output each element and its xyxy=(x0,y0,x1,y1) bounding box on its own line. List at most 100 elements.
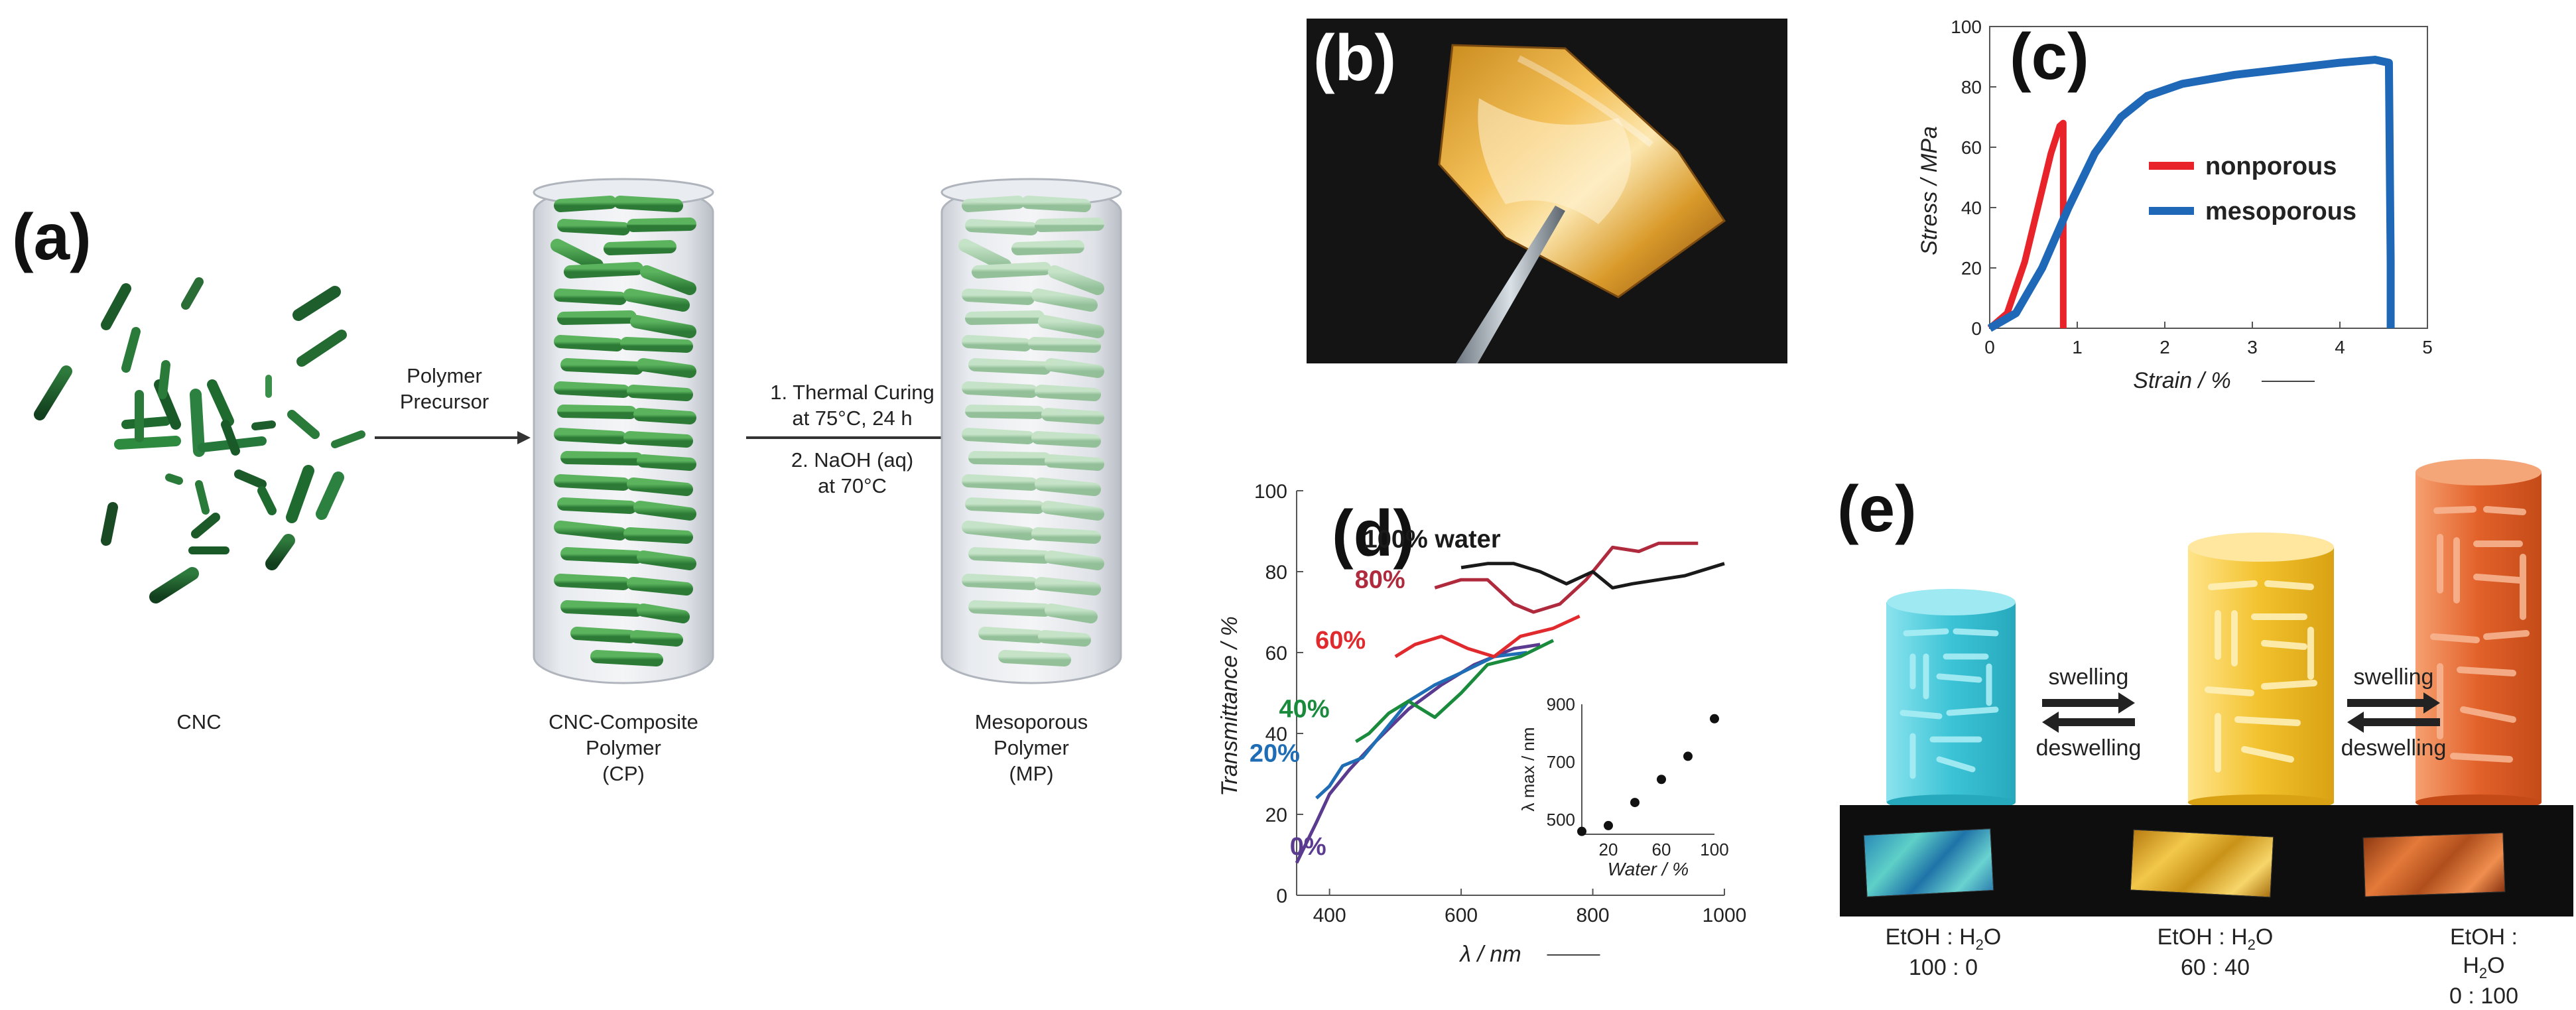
mp-label: Mesoporous Polymer (MP) xyxy=(975,710,1088,787)
y-axis-label: Stress / MPa xyxy=(1917,126,1942,255)
y-tick-label: 0 xyxy=(1971,318,1982,339)
series-line-40% xyxy=(1354,639,1555,743)
panel-label-c: (c) xyxy=(2010,20,2089,93)
series-line-60% xyxy=(1394,614,1580,659)
x-tick-label: 600 xyxy=(1445,905,1478,926)
step2-line1: 2. NaOH (aq) xyxy=(791,448,914,472)
panel-label-b: (b) xyxy=(1313,21,1397,94)
step1-line1: 1. Thermal Curing xyxy=(770,381,934,404)
film-photo xyxy=(1307,19,1787,363)
inset-y-tick-label: 700 xyxy=(1547,752,1575,772)
series-line-0% xyxy=(1295,643,1541,864)
inset-point xyxy=(1604,820,1613,830)
step1-label: 1. Thermal Curing at 75°C, 24 h xyxy=(770,380,934,432)
x-tick-label: 2 xyxy=(2159,337,2170,357)
series-line-20% xyxy=(1315,651,1527,800)
cp-line3: (CP) xyxy=(602,761,645,785)
series-line-100% water xyxy=(1460,562,1725,590)
ratio-label-3: EtOH : H2O 0 : 100 xyxy=(2438,923,2530,1010)
ratio-label-1: EtOH : H2O 100 : 0 xyxy=(1886,923,2002,982)
inset-x-label: Water / % xyxy=(1608,859,1689,879)
x-axis-label: Strain / % xyxy=(2133,368,2230,393)
x-tick-label: 800 xyxy=(1577,905,1610,926)
series-label-20%: 20% xyxy=(1250,740,1300,768)
cylinder-orange xyxy=(2415,459,2542,809)
film-photo-strip xyxy=(1840,805,2573,916)
ratio-label-2: EtOH : H2O 60 : 40 xyxy=(2157,923,2274,982)
y-tick-label: 100 xyxy=(1254,481,1287,503)
step1-line2: at 75°C, 24 h xyxy=(792,406,913,430)
cylinder-blue xyxy=(1886,589,2016,809)
y-tick-label: 0 xyxy=(1276,885,1287,907)
step2-line2: at 70°C xyxy=(818,473,887,497)
ratio-2-name: EtOH : H2O xyxy=(2157,924,2274,953)
y-axis-label: Transmittance / % xyxy=(1217,616,1242,796)
cylinder-yellow xyxy=(2188,533,2334,809)
x-tick-label: 400 xyxy=(1313,905,1346,926)
mp-tube xyxy=(940,178,1122,684)
cp-label: CNC-Composite Polymer (CP) xyxy=(548,710,698,787)
swelling-cylinders xyxy=(1886,459,2542,809)
inset-point xyxy=(1630,798,1640,808)
series-line-nonporous xyxy=(1987,119,2067,331)
mp-line2: Polymer xyxy=(994,735,1069,759)
film-sample-yellow xyxy=(2130,829,2274,898)
inset-y-tick-label: 900 xyxy=(1547,694,1575,714)
series-line-mesoporous xyxy=(1988,56,2395,332)
series-label-80%: 80% xyxy=(1355,566,1405,594)
precursor-label: Polymer Precursor xyxy=(400,363,489,415)
y-tick-label: 60 xyxy=(1265,643,1287,664)
ratio-2-value: 60 : 40 xyxy=(2181,955,2250,981)
x-tick-label: 4 xyxy=(2335,337,2345,357)
panel-label-e: (e) xyxy=(1837,472,1917,545)
cnc-label: CNC xyxy=(176,710,222,733)
y-tick-label: 20 xyxy=(1265,804,1287,826)
x-tick-label: 5 xyxy=(2422,337,2433,357)
x-tick-label: 0 xyxy=(1984,337,1995,357)
precursor-line1: Polymer xyxy=(407,364,482,387)
panel-label-a: (a) xyxy=(12,200,92,273)
series-label-100% water: 100% water xyxy=(1364,525,1501,553)
x-axis-label: λ / nm xyxy=(1458,942,1521,967)
y-tick-label: 20 xyxy=(1961,258,1982,279)
mp-line3: (MP) xyxy=(1009,761,1054,785)
y-tick-label: 40 xyxy=(1961,198,1982,218)
ratio-3-name: EtOH : H2O xyxy=(2449,924,2518,981)
cp-line1: CNC-Composite xyxy=(548,710,698,733)
film-photo-drawing xyxy=(1438,44,1726,363)
step2-label: 2. NaOH (aq) at 70°C xyxy=(791,448,913,499)
inset-x-tick-label: 100 xyxy=(1700,840,1728,859)
inset-point xyxy=(1710,714,1719,724)
inset-point xyxy=(1577,826,1586,836)
inset-point xyxy=(1683,751,1693,761)
deswelling-label-2: deswelling xyxy=(2341,735,2447,761)
precursor-line2: Precursor xyxy=(399,389,489,413)
cp-line2: Polymer xyxy=(586,735,661,759)
y-tick-label: 80 xyxy=(1265,562,1287,584)
inset-point xyxy=(1657,775,1666,785)
legend-label-mesoporous: mesoporous xyxy=(2205,198,2356,225)
x-tick-label: 1 xyxy=(2072,337,2083,357)
y-tick-label: 40 xyxy=(1265,724,1287,745)
ratio-1-value: 100 : 0 xyxy=(1909,955,1978,981)
cp-tube xyxy=(533,178,714,684)
plot-frame xyxy=(1989,26,2428,329)
inset-y-label: λ max / nm xyxy=(1518,727,1538,811)
x-tick-label: 1000 xyxy=(1703,905,1747,926)
ratio-1-name: EtOH : H2O xyxy=(1885,924,2002,953)
film-sample-orange xyxy=(2362,832,2506,897)
transmittance-chart: 400 600 800 1000 0 20 40 60 80 100 λ / nm Transmitt… xyxy=(1217,481,1747,967)
y-tick-label: 80 xyxy=(1961,77,1982,97)
series-label-0%: 0% xyxy=(1290,833,1326,861)
swelling-label-1: swelling xyxy=(2048,664,2129,690)
deswelling-label-1: deswelling xyxy=(2035,735,2142,761)
stress-strain-chart: 0 1 2 3 4 5 0 20 40 60 80 100 Strain / % Stress / MPa… xyxy=(1917,17,2433,393)
series-label-40%: 40% xyxy=(1279,696,1330,724)
mp-line1: Mesoporous xyxy=(974,710,1088,733)
film-sample-blue xyxy=(1863,828,1994,897)
x-tick-label: 3 xyxy=(2247,337,2258,357)
series-label-60%: 60% xyxy=(1315,627,1366,655)
cnc-rods xyxy=(34,277,365,603)
inset-y-tick-label: 500 xyxy=(1547,810,1575,830)
y-tick-label: 60 xyxy=(1961,137,1982,158)
